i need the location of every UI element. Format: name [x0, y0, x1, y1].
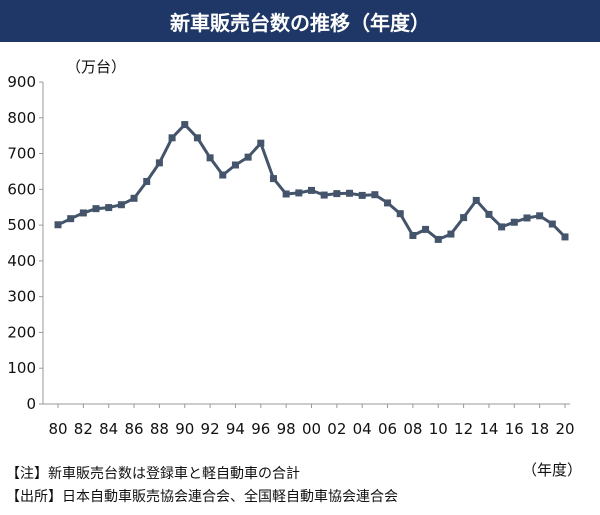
x-tick-label: 18: [530, 420, 549, 438]
note-line: 【注】新車販売台数は登録車と軽自動車の合計: [6, 466, 300, 482]
x-tick-label: 84: [99, 420, 118, 438]
data-point: [396, 210, 404, 218]
notes: 【注】新車販売台数は登録車と軽自動車の合計 【出所】日本自動車販売協会連合会、全…: [6, 463, 398, 509]
data-point: [67, 215, 75, 223]
data-point: [346, 189, 354, 197]
x-tick-label: 94: [226, 420, 245, 438]
source-line: 【出所】日本自動車販売協会連合会、全国軽自動車協会連合会: [6, 489, 398, 505]
data-point: [219, 171, 227, 179]
data-point: [105, 204, 113, 212]
x-tick-label: 14: [479, 420, 498, 438]
data-point: [92, 205, 100, 213]
x-tick-label: 00: [302, 420, 321, 438]
y-tick-label: 600: [7, 180, 36, 198]
data-point: [371, 191, 379, 199]
data-point: [155, 159, 163, 167]
y-tick-label: 700: [7, 145, 36, 163]
data-point: [460, 214, 468, 222]
x-tick-label: 80: [48, 420, 67, 438]
y-tick-label: 100: [7, 359, 36, 377]
chart-title: 新車販売台数の推移（年度）: [0, 0, 600, 42]
data-point: [308, 186, 315, 194]
data-point: [168, 134, 176, 142]
data-point: [409, 231, 417, 239]
x-tick-label: 04: [353, 420, 372, 438]
data-point: [193, 134, 201, 142]
data-point: [320, 191, 328, 199]
x-tick-label: 20: [555, 420, 574, 438]
data-point: [269, 175, 277, 183]
y-ticks: 0 100 200 300 400 500 600 700 800 900: [7, 73, 43, 413]
y-tick-label: 300: [7, 288, 36, 306]
y-tick-label: 900: [7, 73, 36, 91]
data-point: [447, 230, 455, 238]
data-point: [510, 218, 518, 226]
x-tick-label: 08: [403, 420, 422, 438]
x-tick-label: 86: [125, 420, 144, 438]
data-point: [422, 225, 430, 233]
data-point: [54, 221, 62, 229]
y-axis-label: （万台）: [66, 58, 127, 76]
data-point: [548, 220, 556, 228]
series-line: [57, 123, 567, 241]
data-point: [472, 196, 480, 204]
series: [54, 121, 569, 243]
axes: [42, 82, 570, 405]
data-point: [231, 161, 239, 169]
data-point: [282, 190, 290, 198]
x-tick-label: 12: [454, 420, 473, 438]
data-point: [485, 210, 493, 218]
data-point: [358, 191, 366, 199]
data-point: [143, 177, 151, 185]
data-point: [117, 201, 125, 209]
x-tick-label: 06: [378, 420, 397, 438]
data-point: [295, 189, 303, 197]
data-point: [206, 154, 214, 162]
y-tick-label: 0: [26, 395, 36, 413]
y-tick-label: 200: [7, 323, 36, 341]
x-tick-label: 98: [277, 420, 296, 438]
x-ticks: 80 82 84 86 88 90 92 94 96 98 00 02 04 06 08 10 12 14 16 18…: [48, 404, 575, 438]
data-point: [181, 121, 189, 129]
x-tick-label: 96: [251, 420, 270, 438]
data-point: [523, 214, 531, 222]
data-point: [333, 190, 341, 198]
data-point: [561, 233, 569, 241]
x-tick-label: 16: [505, 420, 524, 438]
x-tick-label: 02: [327, 420, 346, 438]
data-point: [536, 212, 544, 220]
data-point: [498, 223, 506, 231]
y-tick-label: 800: [7, 109, 36, 127]
x-tick-label: 90: [175, 420, 194, 438]
y-tick-label: 400: [7, 252, 36, 270]
data-point: [244, 153, 252, 161]
data-point: [384, 199, 392, 207]
data-point: [79, 209, 87, 217]
x-tick-label: 82: [74, 420, 93, 438]
x-tick-label: 10: [429, 420, 448, 438]
x-axis-label: （年度）: [522, 461, 583, 479]
x-tick-label: 92: [201, 420, 220, 438]
x-tick-label: 88: [150, 420, 169, 438]
y-tick-label: 500: [7, 216, 36, 234]
data-point: [434, 235, 442, 243]
data-point: [130, 194, 138, 202]
data-point: [257, 139, 265, 147]
